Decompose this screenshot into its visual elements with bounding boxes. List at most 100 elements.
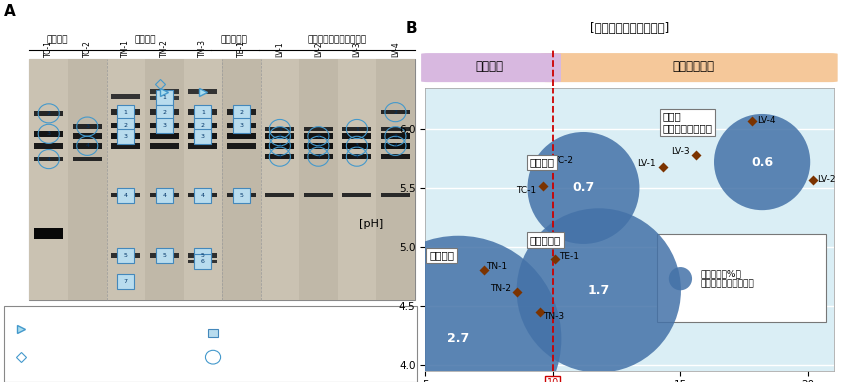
- Point: [577, 185, 590, 191]
- Text: TN-2: TN-2: [160, 39, 168, 57]
- Bar: [222, 59, 261, 300]
- Text: 4: 4: [200, 193, 205, 197]
- Text: LV-3: LV-3: [353, 42, 361, 57]
- Text: 4: 4: [278, 154, 282, 159]
- Bar: [111, 133, 141, 139]
- FancyBboxPatch shape: [195, 254, 211, 269]
- Bar: [189, 193, 217, 197]
- Bar: [226, 133, 256, 139]
- Text: [製品中の主要乳酸菌種]: [製品中の主要乳酸菌種]: [589, 22, 669, 35]
- Text: 1: 1: [201, 110, 205, 115]
- Text: 3: 3: [354, 143, 359, 148]
- Bar: [35, 157, 63, 161]
- FancyBboxPatch shape: [195, 188, 211, 203]
- Text: TC-1: TC-1: [45, 40, 53, 57]
- Bar: [29, 59, 68, 300]
- Text: 2: 2: [46, 111, 51, 116]
- Bar: [265, 133, 295, 139]
- Text: $\it{Lactobcillus}$ 属（乳酸桿菌）〈7種〉: $\it{Lactobcillus}$ 属（乳酸桿菌）〈7種〉: [221, 323, 322, 334]
- Bar: [265, 193, 295, 197]
- Text: 2: 2: [200, 123, 205, 128]
- FancyBboxPatch shape: [117, 188, 134, 203]
- Bar: [189, 253, 217, 257]
- Bar: [304, 133, 333, 139]
- FancyBboxPatch shape: [156, 248, 173, 263]
- Bar: [381, 133, 410, 139]
- Bar: [35, 111, 63, 116]
- Text: ラオス
（ビエンチャン）: ラオス （ビエンチャン）: [663, 112, 712, 133]
- Bar: [150, 109, 179, 115]
- Point: [451, 336, 465, 342]
- Bar: [35, 143, 63, 149]
- FancyBboxPatch shape: [195, 105, 211, 120]
- FancyBboxPatch shape: [658, 234, 826, 322]
- Text: 3: 3: [46, 131, 51, 136]
- Text: 3: 3: [393, 134, 397, 139]
- Bar: [111, 143, 141, 149]
- Text: 5: 5: [239, 193, 243, 197]
- Bar: [343, 127, 371, 131]
- Bar: [72, 124, 102, 129]
- Bar: [376, 59, 415, 300]
- Bar: [265, 127, 295, 131]
- Text: 3: 3: [239, 123, 243, 128]
- Bar: [150, 193, 179, 197]
- Bar: [189, 143, 217, 149]
- Text: 3: 3: [124, 134, 128, 139]
- Bar: [381, 193, 410, 197]
- Text: 4: 4: [46, 157, 51, 162]
- Text: 2: 2: [124, 123, 128, 128]
- Bar: [304, 142, 333, 149]
- Bar: [189, 89, 217, 94]
- Text: 5: 5: [163, 253, 166, 258]
- Bar: [111, 253, 141, 257]
- Text: 0.7: 0.7: [573, 181, 594, 194]
- Text: 6: 6: [201, 259, 205, 264]
- Bar: [150, 96, 179, 100]
- FancyBboxPatch shape: [421, 53, 561, 82]
- Bar: [343, 142, 371, 149]
- Text: タイ中部: タイ中部: [530, 157, 555, 167]
- Text: TC-2: TC-2: [553, 156, 573, 165]
- Bar: [304, 127, 333, 131]
- Text: 1: 1: [278, 126, 282, 131]
- Text: LV-1: LV-1: [275, 42, 285, 57]
- Text: LV-4: LV-4: [391, 42, 400, 57]
- FancyBboxPatch shape: [195, 129, 211, 144]
- Bar: [343, 193, 371, 197]
- FancyBboxPatch shape: [117, 118, 134, 133]
- Text: 4: 4: [85, 143, 89, 148]
- Bar: [343, 154, 371, 159]
- Bar: [29, 59, 415, 300]
- Text: 2.7: 2.7: [447, 332, 470, 345]
- Text: LV-2: LV-2: [314, 42, 322, 57]
- Point: [674, 275, 687, 282]
- Text: 3: 3: [163, 123, 167, 128]
- Bar: [381, 142, 410, 149]
- Text: タイ北部: タイ北部: [135, 35, 156, 44]
- Text: $\it{Weissella}$ 属〈1種〉: $\it{Weissella}$ 属〈1種〉: [34, 323, 100, 334]
- Text: ラオス（ビエンチャン）: ラオス（ビエンチャン）: [307, 35, 366, 44]
- Text: 5: 5: [124, 253, 128, 258]
- Text: TE-1: TE-1: [237, 40, 246, 57]
- Text: B: B: [405, 21, 417, 36]
- Text: 4: 4: [354, 154, 359, 159]
- Text: 1: 1: [163, 95, 166, 100]
- FancyBboxPatch shape: [209, 329, 217, 337]
- Text: タイ東北部: タイ東北部: [221, 35, 247, 44]
- Text: 1: 1: [124, 110, 128, 115]
- FancyBboxPatch shape: [117, 129, 134, 144]
- Text: TN-2: TN-2: [490, 283, 511, 293]
- Text: TC-2: TC-2: [83, 40, 92, 57]
- Text: 5: 5: [201, 253, 205, 258]
- Text: TN-1: TN-1: [487, 262, 508, 271]
- Bar: [184, 59, 222, 300]
- Bar: [72, 133, 102, 139]
- Text: 1: 1: [355, 126, 359, 131]
- FancyBboxPatch shape: [117, 274, 134, 290]
- FancyBboxPatch shape: [195, 248, 211, 263]
- Bar: [189, 123, 217, 128]
- FancyBboxPatch shape: [233, 188, 250, 203]
- FancyBboxPatch shape: [117, 105, 134, 120]
- FancyBboxPatch shape: [156, 188, 173, 203]
